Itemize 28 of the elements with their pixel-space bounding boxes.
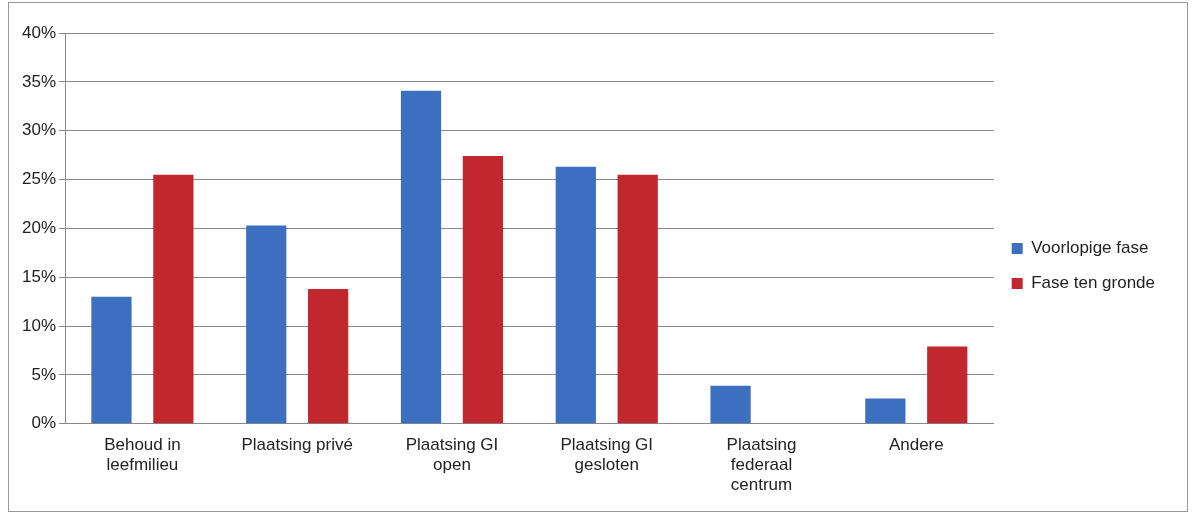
x-tick-label: Plaatsing GI gesloten bbox=[560, 434, 654, 475]
x-tick-label: Plaatsing GI open bbox=[405, 434, 499, 475]
y-tick-label: 15% bbox=[21, 266, 57, 286]
bar bbox=[710, 385, 751, 424]
y-tick-label: 20% bbox=[21, 218, 57, 238]
y-tick-label: 40% bbox=[21, 22, 57, 42]
x-tick-label: Andere bbox=[888, 434, 944, 454]
bar bbox=[617, 174, 658, 424]
bar bbox=[865, 398, 906, 424]
x-tick-label: Behoud in leefmilieu bbox=[104, 434, 181, 475]
legend-label: Voorlopige fase bbox=[1031, 238, 1149, 258]
x-tick-label: Plaatsing privé bbox=[241, 434, 353, 454]
bar bbox=[153, 174, 194, 424]
y-tick-label: 25% bbox=[21, 169, 57, 189]
bar bbox=[308, 288, 349, 424]
y-tick-label: 30% bbox=[21, 120, 57, 140]
y-tick-label: 35% bbox=[21, 71, 57, 91]
x-tick-label: Plaatsing federaal centrum bbox=[726, 434, 797, 495]
bar bbox=[400, 90, 442, 424]
bar bbox=[462, 156, 504, 424]
bar bbox=[927, 346, 968, 424]
bar bbox=[555, 166, 596, 424]
y-tick-label: 5% bbox=[31, 364, 57, 384]
bar bbox=[91, 296, 132, 424]
y-tick-label: 10% bbox=[21, 315, 57, 335]
legend-label: Fase ten gronde bbox=[1031, 273, 1156, 293]
bar bbox=[246, 225, 287, 424]
y-tick-label: 0% bbox=[31, 413, 57, 433]
